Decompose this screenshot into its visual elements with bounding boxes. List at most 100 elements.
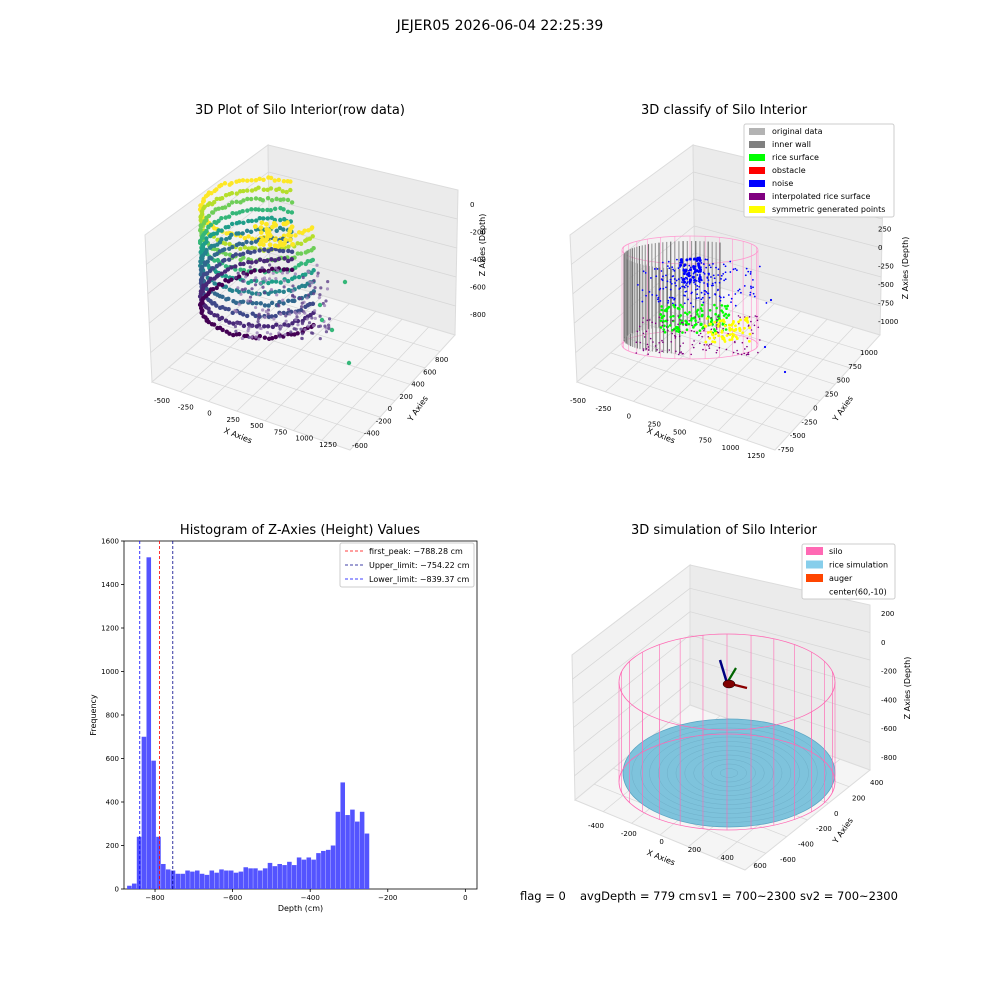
- p1-point: [249, 291, 255, 296]
- p1-point: [250, 324, 254, 328]
- p2-rice-point: [713, 303, 716, 307]
- p1-point: [214, 187, 219, 192]
- p1-grid-line: [321, 326, 429, 441]
- p1-point: [222, 181, 228, 186]
- p1-point: [207, 309, 212, 315]
- p2-noise-point: [685, 258, 689, 262]
- p2-sym-point: [720, 330, 724, 334]
- p1-point: [294, 327, 298, 331]
- p2-interp-point: [743, 352, 746, 355]
- p2-interp-point: [722, 327, 724, 330]
- p4-grid-line: [689, 634, 871, 688]
- p1-grid-line: [185, 352, 381, 418]
- histogram-ytick-label: 1000: [101, 668, 119, 676]
- p2-noise-point: [783, 370, 787, 374]
- p2-grid-line: [693, 198, 882, 249]
- p1-point: [289, 249, 295, 255]
- p1-point: [286, 244, 291, 249]
- p2-xtick-label: 250: [648, 421, 661, 429]
- p4-grid-line: [573, 634, 691, 728]
- p2-noise-point: [675, 284, 677, 287]
- p2-sym-point: [708, 336, 712, 340]
- histogram-bar: [291, 865, 297, 889]
- p2-interp-point: [684, 331, 687, 334]
- p1-point: [326, 280, 330, 284]
- p2-noise-point: [651, 293, 654, 296]
- p1-ytick-label: -200: [376, 417, 392, 425]
- p1-grid-line: [236, 308, 426, 369]
- p2-interp-point: [748, 316, 751, 318]
- p2-noise-point: [713, 277, 716, 280]
- p1-point: [306, 269, 310, 273]
- histogram-legend-label: Upper_limit: −754.22 cm: [369, 561, 470, 570]
- histogram-bar: [306, 857, 312, 889]
- p1-point: [262, 324, 267, 329]
- p2-interp-point: [701, 335, 703, 338]
- p2-noise-point: [682, 272, 686, 276]
- p1-point: [246, 234, 251, 239]
- p2-noise-point: [666, 265, 669, 268]
- p1-point: [238, 310, 243, 316]
- p2-rice-point: [690, 316, 694, 320]
- p1-point: [265, 330, 270, 335]
- p2-interp-point: [661, 324, 664, 327]
- p4-xtick-label: 400: [721, 854, 734, 862]
- p1-point: [268, 207, 273, 213]
- p2-noise-point: [656, 268, 659, 270]
- p2-interp-point: [746, 345, 748, 348]
- p2-rice-point: [725, 307, 728, 311]
- p2-sym-point: [705, 317, 709, 320]
- p2-noise-point: [687, 271, 691, 275]
- p2-grid-line: [678, 294, 866, 352]
- p1-point: [324, 330, 329, 334]
- p2-rice-point: [660, 308, 664, 312]
- p2-ytick-label: 1000: [860, 349, 878, 357]
- p2-ytick-label: 250: [825, 391, 838, 399]
- p4-legend: [801, 543, 896, 600]
- p1-point: [212, 313, 217, 318]
- p1-point: [214, 285, 219, 291]
- p2-noise-point: [698, 259, 702, 263]
- p2-noise-point: [730, 301, 732, 304]
- p2-sym-point: [714, 332, 718, 335]
- p1-point: [230, 310, 235, 315]
- p4-ytick-label: 400: [870, 779, 883, 787]
- p2-rice-point: [725, 316, 728, 320]
- histogram-xtick-label: −200: [378, 894, 397, 902]
- p1-xtick-label: 1250: [319, 441, 337, 449]
- p2-noise-point: [698, 285, 701, 288]
- p4-rice-mesh: [640, 727, 818, 819]
- p1-point: [298, 296, 302, 301]
- p2-noise-point: [683, 263, 687, 267]
- p2-noise-point: [711, 282, 714, 285]
- p2-rice-point: [720, 304, 724, 307]
- p1-xtick-label: 500: [250, 422, 263, 430]
- p1-point: [240, 178, 246, 183]
- p1-ztick-label: -800: [470, 311, 486, 319]
- p1-point: [249, 207, 254, 212]
- histogram-bar: [355, 821, 360, 889]
- p2-interp-point: [691, 343, 694, 346]
- p2-noise-point: [719, 299, 722, 302]
- p1-point: [236, 271, 240, 275]
- p4-ytick-label: -200: [816, 825, 832, 833]
- histogram-legend-label: Lower_limit: −839.37 cm: [369, 575, 469, 584]
- p2-noise-point: [668, 267, 671, 270]
- p1-point: [305, 296, 309, 300]
- p1-ytick-label: 200: [399, 393, 412, 401]
- histogram-frame: [123, 540, 478, 890]
- p1-grid-line: [148, 225, 270, 324]
- p2-rice-point: [669, 315, 672, 319]
- p2-noise-point: [673, 298, 675, 301]
- p2-sym-point: [738, 327, 741, 331]
- p2-noise-point: [724, 265, 727, 268]
- p2-interp-point: [638, 325, 641, 328]
- p1-point: [299, 327, 303, 331]
- p2-legend-label: rice surface: [772, 153, 819, 162]
- p2-noise-point: [693, 269, 697, 273]
- histogram-bar: [151, 760, 156, 889]
- p2-noise-point: [676, 258, 678, 261]
- p2-sym-point: [728, 328, 732, 332]
- p1-point: [277, 289, 282, 294]
- p2-ztick-label: -500: [878, 281, 894, 289]
